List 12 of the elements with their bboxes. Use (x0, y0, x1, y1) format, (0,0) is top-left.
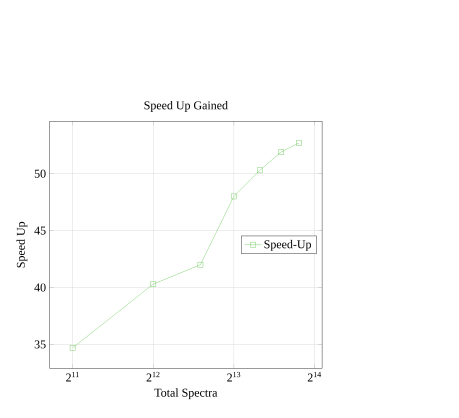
x-axis-title: Total Spectra (154, 388, 218, 400)
y-tick-label: 45 (34, 226, 46, 235)
y-axis-title: Speed Up (16, 222, 28, 268)
x-tick-label: 2$^{12}$ (146, 372, 160, 382)
x-tick-label: 2$^{14}$ (308, 372, 322, 382)
y-tick-label: 40 (34, 284, 46, 292)
x-tick-label: 2$^{11}$ (66, 372, 79, 382)
y-tick-label: 50 (34, 170, 46, 178)
legend-label: Speed-Up (264, 240, 312, 251)
y-tick-label: 35 (34, 340, 46, 348)
x-tick-label: 2$^{13}$ (227, 372, 240, 382)
chart-title: Speed Up Gained (144, 101, 228, 112)
